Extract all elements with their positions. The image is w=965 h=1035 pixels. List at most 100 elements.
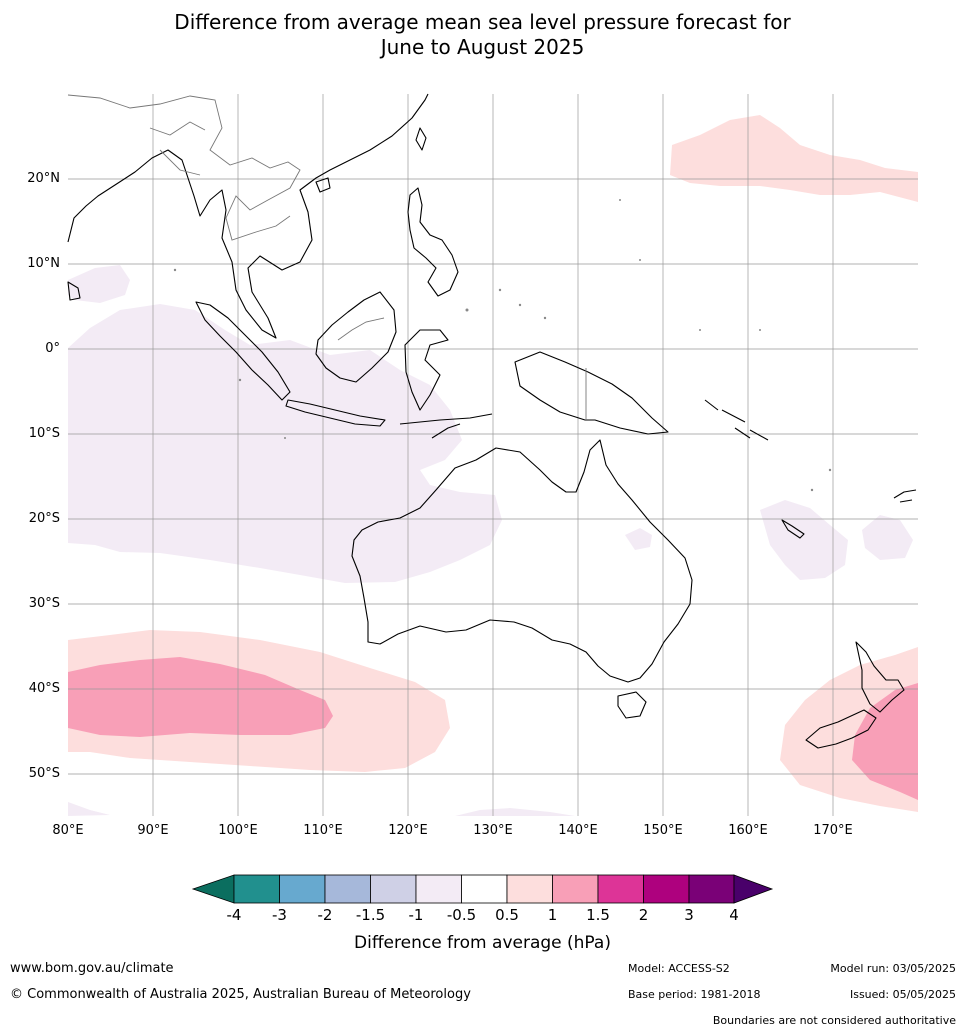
anomaly-region-positive-northeast: [670, 115, 918, 202]
colorbar-bin: [324, 874, 371, 904]
small-islands: [173, 199, 832, 492]
colorbar-bin: [233, 874, 280, 904]
lat-label: 10°N: [27, 256, 60, 271]
island: [173, 268, 177, 272]
model-run-text: Model run: 03/05/2025: [830, 962, 956, 975]
anomaly-region-negative-south: [68, 802, 575, 816]
coastline-solomons: [704, 399, 769, 441]
coastline-sumatra: [195, 301, 291, 401]
colorbar-tick-label: -4: [226, 906, 242, 924]
lat-label: 10°S: [28, 426, 60, 441]
colorbar-tick-label: -1: [408, 906, 424, 924]
island: [759, 329, 761, 331]
lat-label: 30°S: [28, 596, 60, 611]
title-line-1: Difference from average mean sea level p…: [174, 10, 791, 34]
anomaly-region-negative-north: [68, 265, 130, 303]
island: [465, 308, 469, 312]
anomaly-region-negative: [68, 304, 502, 583]
island: [543, 316, 547, 320]
lat-label: 20°N: [27, 171, 60, 186]
colorbar-tick-label: 3: [684, 906, 694, 924]
issued-text: Issued: 05/05/2025: [849, 988, 956, 1001]
colorbar-bin: [597, 874, 644, 904]
lon-label: 90°E: [137, 823, 169, 838]
coastline-nz-north: [855, 641, 905, 713]
anomaly-region-negative-east: [862, 515, 913, 560]
colorbar: [191, 874, 774, 904]
lon-label: 150°E: [643, 823, 683, 838]
coastline-lesser-sunda: [399, 413, 493, 439]
lon-label: 80°E: [52, 823, 84, 838]
colorbar-tick-label: 4: [729, 906, 739, 924]
border-borneo: [337, 317, 385, 341]
island: [238, 378, 242, 382]
lat-label: 20°S: [28, 511, 60, 526]
colorbar-title: Difference from average (hPa): [354, 933, 611, 953]
anomaly-region-positive-southwest-core: [68, 657, 333, 737]
colorbar-tick-label: 0.5: [495, 906, 519, 924]
colorbar-bin: [552, 874, 599, 904]
country-borders: [67, 94, 587, 420]
coastline-tasmania: [617, 691, 647, 719]
lat-label: 40°S: [28, 681, 60, 696]
colorbar-tick-label: 2: [638, 906, 649, 924]
coastline-fiji: [893, 489, 917, 503]
coastline-java: [285, 399, 386, 427]
lat-label: 50°S: [28, 766, 60, 781]
lon-label: 100°E: [218, 823, 258, 838]
coastline-asia: [67, 93, 429, 339]
colorbar-extend-high: [733, 874, 774, 904]
coastline-new-guinea: [514, 351, 669, 435]
island: [498, 288, 502, 292]
base-period-text: Base period: 1981-2018: [628, 988, 761, 1001]
lon-label: 140°E: [558, 823, 598, 838]
lon-label: 170°E: [813, 823, 853, 838]
island: [518, 303, 522, 307]
island: [699, 329, 701, 331]
island: [828, 468, 832, 472]
chart-title: Difference from average mean sea level p…: [0, 10, 965, 60]
colorbar-bin: [415, 874, 462, 904]
borders-mainland-asia: [67, 94, 301, 241]
website-link[interactable]: www.bom.gov.au/climate: [10, 961, 174, 976]
coastline-hainan: [315, 177, 331, 193]
colorbar-bin: [688, 874, 735, 904]
coastlines: [67, 93, 917, 749]
lon-label: 120°E: [388, 823, 428, 838]
colorbar-tick-label: 1.5: [586, 906, 610, 924]
colorbar-bin: [279, 874, 326, 904]
coastline-australia: [351, 439, 693, 683]
colorbar-bin: [461, 874, 508, 904]
coastline-borneo: [315, 291, 397, 383]
colorbar-bin: [370, 874, 417, 904]
disclaimer-text: Boundaries are not considered authoritat…: [712, 1014, 956, 1027]
anomaly-region-positive-southeast-core: [852, 683, 918, 800]
colorbar-bin: [506, 874, 553, 904]
model-text: Model: ACCESS-S2: [628, 962, 730, 975]
colorbar-bin: [643, 874, 690, 904]
colorbar-extend-low: [191, 874, 235, 904]
lon-label: 110°E: [303, 823, 343, 838]
coastline-new-caledonia: [781, 519, 805, 539]
map-gridlines: [68, 94, 918, 816]
coastline-taiwan: [415, 127, 427, 151]
colorbar-tick-label: 1: [547, 906, 558, 924]
island: [619, 199, 621, 201]
coastline-sri-lanka: [67, 281, 81, 301]
island: [639, 259, 641, 261]
lat-label: 0°: [45, 341, 60, 356]
colorbar-tick-label: -0.5: [446, 906, 477, 924]
lon-label: 160°E: [728, 823, 768, 838]
lon-label: 130°E: [473, 823, 513, 838]
colorbar-tick-label: -2: [317, 906, 333, 924]
island: [810, 488, 814, 492]
colorbar-tick-label: -1.5: [355, 906, 386, 924]
anomaly-region-negative-coral-sea: [760, 500, 848, 580]
island: [284, 437, 286, 439]
title-line-2: June to August 2025: [380, 35, 585, 59]
coastline-nz-south: [805, 709, 877, 749]
anomaly-region-negative-small: [625, 528, 652, 550]
anomaly-shading: [68, 115, 918, 816]
copyright-text: © Commonwealth of Australia 2025, Austra…: [10, 987, 471, 1002]
